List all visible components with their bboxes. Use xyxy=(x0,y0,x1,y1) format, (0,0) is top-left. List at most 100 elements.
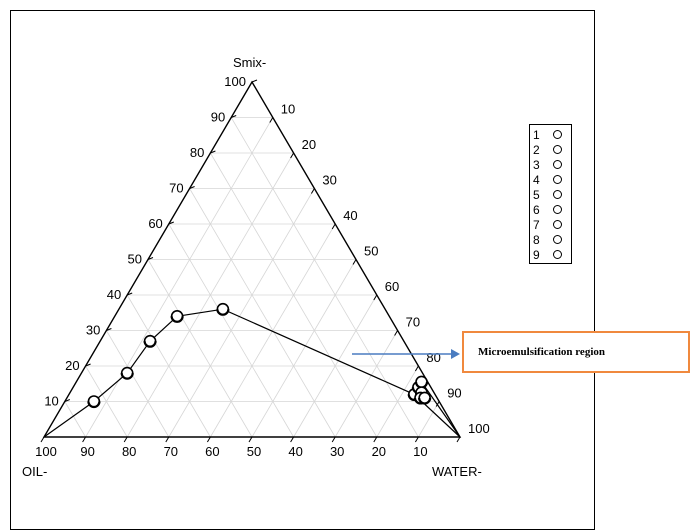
grid-line-water xyxy=(168,188,315,438)
tick-label-oil: 80 xyxy=(122,444,136,459)
ternary-plot: 10 20 30 40 50 60 70 80 90 100 10 20 30 40 50 60 70 80 90 1… xyxy=(22,55,490,479)
grid-lines xyxy=(64,117,440,438)
legend-entry: 2 xyxy=(533,143,562,158)
legend-entry: 7 xyxy=(533,218,562,233)
tick-oil xyxy=(206,436,211,443)
legend-marker-icon xyxy=(553,250,562,260)
grid-line-oil xyxy=(230,117,419,438)
legend-entry: 1 xyxy=(533,128,562,143)
boundary-point-shade xyxy=(418,397,432,405)
tick-smix xyxy=(168,221,174,225)
legend-marker-icon xyxy=(553,205,562,215)
tick-water xyxy=(414,365,419,372)
legend-entry: 5 xyxy=(533,188,562,203)
grid-line-oil xyxy=(189,188,336,438)
boundary-line xyxy=(421,381,461,438)
legend-entry: 9 xyxy=(533,248,562,263)
tick-label-smix: 70 xyxy=(169,181,183,196)
axis-title-oil: OIL- xyxy=(22,464,47,479)
grid-line-oil xyxy=(106,330,170,438)
boundary-point-shade xyxy=(170,316,184,323)
grid-line-water xyxy=(251,259,357,438)
grid-line-oil xyxy=(126,294,211,438)
tick-label-oil: 40 xyxy=(288,444,302,459)
tick-oil xyxy=(373,436,378,443)
tick-oil xyxy=(82,436,87,443)
tick-label-oil: 30 xyxy=(330,444,344,459)
grid-line-water xyxy=(293,294,378,438)
tick-oil xyxy=(123,436,128,443)
legend-marker-icon xyxy=(553,145,562,155)
legend-marker-icon xyxy=(553,235,562,245)
tick-label-smix: 60 xyxy=(148,216,162,231)
tick-label-oil: 100 xyxy=(35,444,57,459)
legend-entry: 6 xyxy=(533,203,562,218)
annotation-arrow-head xyxy=(451,349,460,359)
tick-label-oil: 50 xyxy=(247,444,261,459)
tick-label-oil: 90 xyxy=(80,444,94,459)
annotation-callout: Microemulsification region xyxy=(462,331,690,373)
legend-entry-label: 1 xyxy=(533,128,540,142)
grid-line-oil xyxy=(64,401,86,438)
grid-line-oil xyxy=(147,259,253,438)
axis-title-smix: Smix- xyxy=(233,55,266,70)
legend-marker-icon xyxy=(553,190,562,200)
tick-smix xyxy=(147,257,154,260)
tick-smix xyxy=(210,150,216,154)
tick-label-water: 60 xyxy=(385,279,399,294)
legend-marker-icon xyxy=(553,130,562,140)
tick-smix xyxy=(64,399,70,402)
tick-label-smix: 100 xyxy=(224,74,246,89)
tick-oil xyxy=(331,436,336,443)
legend-entry-label: 7 xyxy=(533,218,540,232)
tick-water xyxy=(331,223,336,230)
tick-label-smix: 80 xyxy=(190,145,204,160)
tick-label-water: 30 xyxy=(322,173,336,188)
tick-water xyxy=(373,294,378,301)
tick-label-smix: 10 xyxy=(44,394,58,409)
tick-label-smix: 90 xyxy=(211,110,225,125)
grid-line-water xyxy=(376,365,419,438)
tick-label-smix: 30 xyxy=(86,323,100,338)
boundary-point-shade xyxy=(216,309,230,316)
legend-entry: 3 xyxy=(533,158,562,173)
grid-line-water xyxy=(85,117,274,438)
tick-water xyxy=(310,188,315,194)
tick-water xyxy=(435,401,440,407)
tick-oil xyxy=(248,436,253,443)
legend-entry: 8 xyxy=(533,233,562,248)
grid-line-oil xyxy=(85,365,128,438)
tick-label-smix: 50 xyxy=(128,252,142,267)
tick-label-smix: 20 xyxy=(65,358,79,373)
legend-marker-icon xyxy=(553,175,562,185)
legend-entry-label: 8 xyxy=(533,233,540,247)
grid-line-water xyxy=(418,401,440,438)
legend-marker-icon xyxy=(553,220,562,230)
tick-smix xyxy=(85,363,91,367)
tick-smix xyxy=(106,328,112,331)
tick-marks xyxy=(40,79,461,443)
legend-entry-label: 9 xyxy=(533,248,540,262)
tick-smix xyxy=(127,292,133,296)
tick-oil xyxy=(414,436,419,443)
tick-label-water: 90 xyxy=(447,386,461,401)
phase-boundary xyxy=(43,302,461,438)
tick-label-oil: 60 xyxy=(205,444,219,459)
tick-water xyxy=(290,152,295,159)
tick-oil xyxy=(290,436,295,443)
axis-title-water: WATER- xyxy=(432,464,482,479)
grid-line-water xyxy=(334,330,398,438)
tick-label-water: 70 xyxy=(406,315,420,330)
tick-oil xyxy=(40,436,45,443)
tick-label-smix: 40 xyxy=(107,287,121,302)
legend-entry: 4 xyxy=(533,173,562,188)
legend-entry-label: 2 xyxy=(533,143,540,157)
legend-marker-icon xyxy=(553,160,562,170)
tick-label-oil: 10 xyxy=(413,444,427,459)
tick-label-water: 20 xyxy=(302,137,316,152)
tick-label-oil: 20 xyxy=(372,444,386,459)
tick-labels: 10 20 30 40 50 60 70 80 90 100 10 20 30 40 50 60 70 80 90 1… xyxy=(35,74,490,459)
tick-smix xyxy=(189,186,195,189)
legend-entry-label: 4 xyxy=(533,173,540,187)
